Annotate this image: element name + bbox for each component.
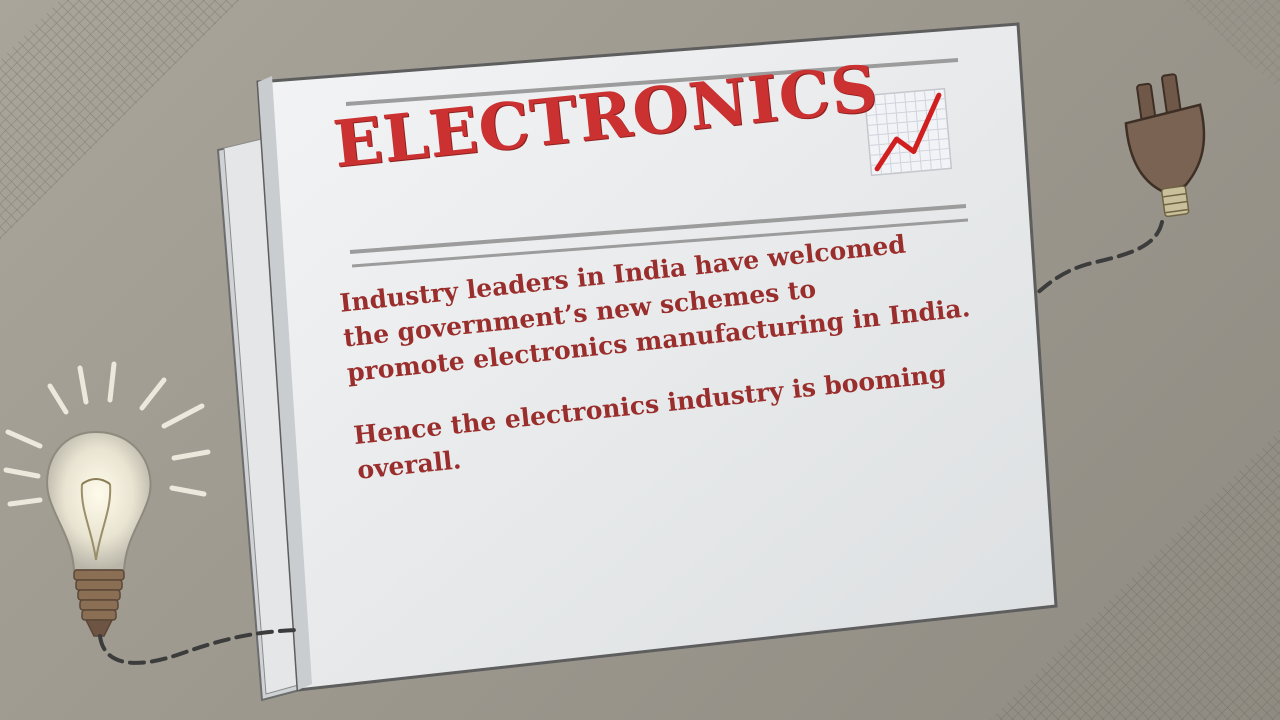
chart-increasing-icon [863, 87, 953, 177]
electric-plug-icon [1124, 73, 1206, 218]
headline-rules [345, 58, 969, 268]
newspaper-front-page [256, 22, 1058, 692]
bulb-cord [98, 628, 298, 665]
hatch-top-right [1180, 0, 1280, 90]
hatch-top-left [0, 0, 240, 240]
light-bulb-icon [3, 361, 211, 637]
plug-cord [1034, 220, 1164, 296]
hatch-bottom-right [990, 430, 1280, 720]
